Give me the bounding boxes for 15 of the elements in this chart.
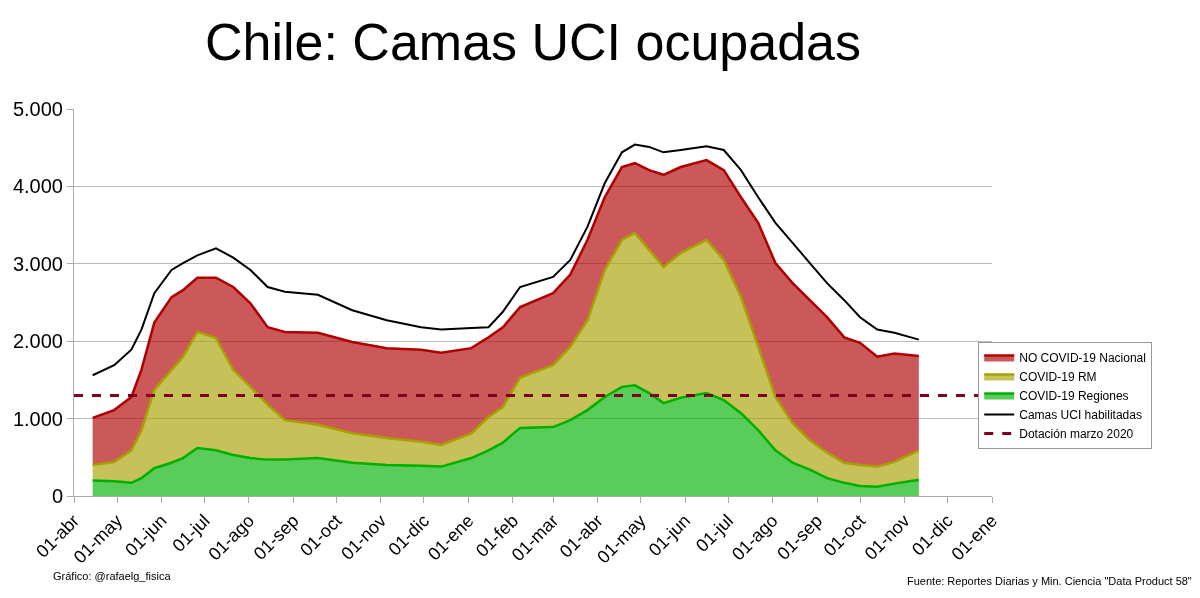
chart-title: Chile: Camas UCI ocupadas	[204, 13, 862, 72]
y-tick-label: 5.000	[12, 98, 63, 120]
y-tick-label: 0	[51, 485, 63, 507]
legend-label: Camas UCI habilitadas	[1019, 408, 1142, 423]
line-series	[91, 143, 920, 377]
legend-label: COVID-19 RM	[1019, 370, 1097, 385]
y-tick-label: 4.000	[12, 175, 63, 198]
legend-label: Dotación marzo 2020	[1019, 427, 1134, 442]
y-tick-label: 2.000	[12, 330, 63, 353]
source-note: Fuente: Reportes Diarias y Min. Ciencia "Data Product 58"	[907, 575, 1192, 587]
y-tick-label: 3.000	[12, 252, 63, 275]
legend-label: NO COVID-19 Nacional	[1019, 351, 1146, 366]
y-tick-label: 1.000	[12, 407, 63, 430]
text: Gráfico: @rafaelg_fisica	[53, 570, 172, 582]
legend-label: COVID-19 Regiones	[1019, 389, 1129, 404]
